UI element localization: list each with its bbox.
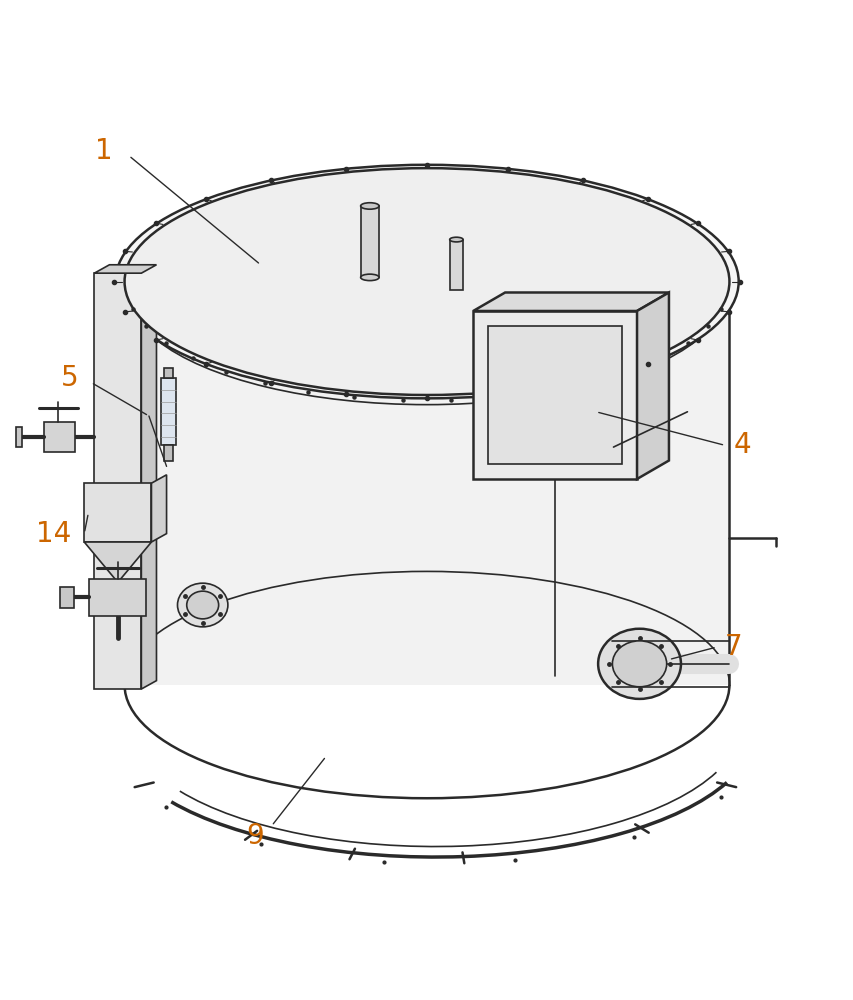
- Polygon shape: [125, 282, 728, 685]
- Polygon shape: [164, 445, 172, 461]
- Ellipse shape: [125, 168, 728, 395]
- Text: 1: 1: [95, 137, 113, 165]
- Text: 7: 7: [724, 633, 741, 661]
- Polygon shape: [360, 206, 379, 277]
- Polygon shape: [473, 292, 668, 311]
- Ellipse shape: [187, 591, 218, 619]
- Polygon shape: [84, 542, 151, 582]
- Polygon shape: [84, 483, 151, 542]
- Polygon shape: [488, 326, 621, 464]
- Polygon shape: [94, 273, 142, 689]
- Polygon shape: [160, 378, 176, 445]
- Text: 14: 14: [36, 520, 71, 548]
- Polygon shape: [16, 427, 22, 447]
- Ellipse shape: [360, 203, 379, 209]
- Polygon shape: [450, 240, 462, 290]
- Ellipse shape: [177, 583, 228, 627]
- Ellipse shape: [597, 629, 680, 699]
- Ellipse shape: [115, 165, 738, 398]
- Text: 5: 5: [61, 364, 78, 392]
- Ellipse shape: [450, 237, 462, 242]
- Polygon shape: [94, 265, 156, 273]
- Polygon shape: [60, 587, 74, 608]
- Ellipse shape: [360, 274, 379, 281]
- Polygon shape: [44, 422, 75, 452]
- Polygon shape: [636, 292, 668, 479]
- Polygon shape: [164, 368, 172, 378]
- Ellipse shape: [612, 641, 666, 687]
- Text: 9: 9: [246, 822, 264, 850]
- Text: 4: 4: [733, 431, 750, 459]
- Polygon shape: [90, 579, 146, 616]
- Polygon shape: [151, 475, 166, 542]
- Polygon shape: [142, 265, 156, 689]
- Polygon shape: [473, 311, 636, 479]
